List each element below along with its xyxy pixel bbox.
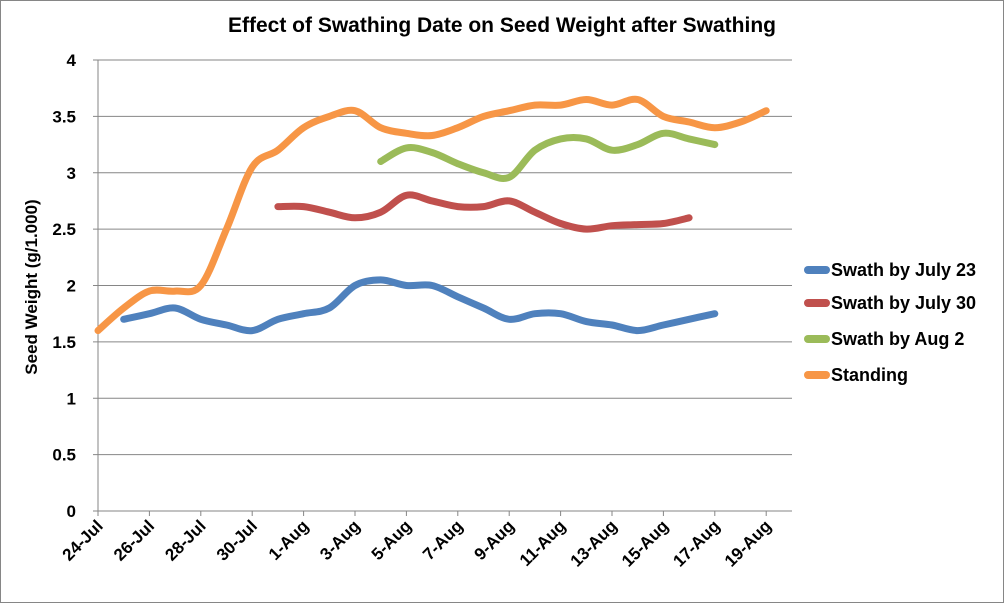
y-tick-labels: 0 0.5 1 1.5 2 2.5 3 3.5 4 (52, 51, 76, 521)
x-tick-label: 13-Aug (567, 516, 621, 570)
y-tick-label: 1 (67, 389, 76, 408)
x-tick-label: 28-Jul (161, 516, 209, 564)
x-tick-label: 17-Aug (669, 516, 723, 570)
x-tick-label: 26-Jul (110, 516, 158, 564)
x-tick-label: 30-Jul (213, 516, 261, 564)
x-tick-label: 5-Aug (368, 516, 415, 563)
y-tick-label: 4 (67, 51, 77, 70)
x-tick-label: 9-Aug (471, 516, 518, 563)
series-lines (94, 95, 770, 335)
y-tick-label: 0.5 (52, 446, 76, 465)
y-tick-label: 3 (67, 164, 76, 183)
x-tick-label: 1-Aug (265, 516, 312, 563)
x-tick-label: 11-Aug (516, 516, 570, 570)
chart-title: Effect of Swathing Date on Seed Weight a… (228, 14, 776, 37)
x-tick-label: 15-Aug (618, 516, 672, 570)
y-tick-label: 1.5 (52, 333, 76, 352)
y-axis-label: Seed Weight (g/1.000) (22, 199, 41, 374)
x-tick-label: 7-Aug (419, 516, 466, 563)
y-tick-label: 2 (67, 277, 76, 296)
series-line-standing (94, 95, 770, 335)
series-line-swath-by-aug-2 (377, 129, 719, 182)
legend: Swath by July 23 Swath by July 30 Swath by… (804, 260, 976, 385)
gridlines (98, 59, 792, 456)
x-tick-label: 3-Aug (316, 516, 363, 563)
series-line-swath-by-july-30 (274, 191, 693, 233)
y-tick-label: 2.5 (52, 220, 76, 239)
x-tick-label: 19-Aug (721, 516, 775, 570)
legend-label-swath-by-july-23: Swath by July 23 (831, 260, 976, 280)
y-tick-label: 0 (67, 502, 76, 521)
legend-label-swath-by-aug-2: Swath by Aug 2 (831, 329, 964, 349)
y-tick-label: 3.5 (52, 107, 76, 126)
series-line-swath-by-july-23 (120, 276, 719, 335)
legend-label-standing: Standing (831, 365, 908, 385)
axes (93, 59, 792, 516)
x-tick-labels: 24-Jul 26-Jul 28-Jul 30-Jul 1-Aug 3-Aug 5-Aug 7… (59, 516, 775, 570)
x-tick-label: 24-Jul (59, 516, 107, 564)
legend-label-swath-by-july-30: Swath by July 30 (831, 293, 976, 313)
